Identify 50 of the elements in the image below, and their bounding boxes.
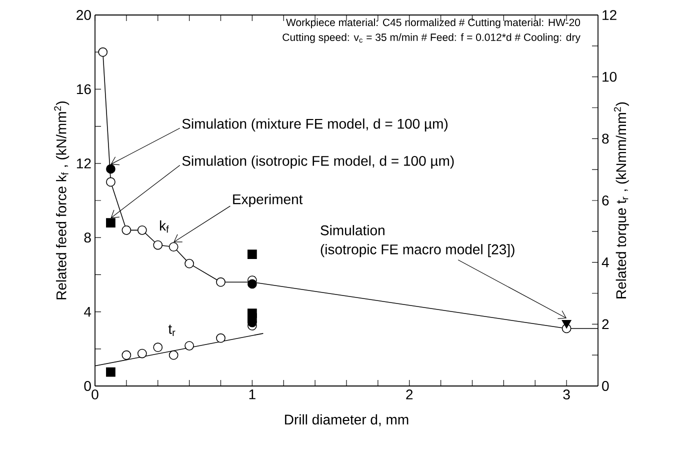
x-tick-label: 0 [92,390,98,400]
annotation: Cutting speed: v$_{c}$ = 35 m/min # Feed: f = 0.012*d # Cooling: dry [282,33,580,44]
point [168,350,178,360]
x-tick-label: 1 [249,390,256,400]
y2-tick-label: 0 [602,381,609,391]
point [216,277,226,287]
y-tick-label: 4 [84,306,92,317]
y2-tick-label: 8 [602,134,609,144]
y-tick-label: 16 [76,84,91,94]
x-tick-label: 2 [406,390,413,400]
point [248,279,257,289]
annotation: Experiment [233,194,303,208]
point [122,350,132,360]
point [137,348,147,358]
y2-tick-label: 12 [602,10,616,20]
y-tick-label: 12 [76,158,91,168]
point [106,164,116,174]
point [184,341,194,350]
annotation: t$_{r}$ [168,324,176,336]
y2-axis-title: Related torque t$_{r}$ , (kNmm/mm$^{2}$) [614,102,629,298]
point [184,258,194,268]
point [106,177,116,187]
point [153,342,163,352]
point [137,225,147,235]
point [153,240,163,250]
y-tick-label: 8 [84,232,91,243]
point [98,47,108,57]
point [168,242,178,252]
point [562,320,572,328]
y2-tick-label: 2 [602,319,609,330]
annotation: k$_{f}$ [160,220,169,233]
point [216,333,226,343]
x-tick-label: 3 [563,390,570,400]
y2-tick-label: 4 [602,258,609,268]
annotation: Simulation [320,225,384,236]
x-axis-title: Drill diameter d, mm [285,414,408,426]
y-tick-label: 20 [76,10,91,20]
point [106,218,116,228]
point [248,308,257,318]
y-axis-title: Related feed force k$_{f}$ , (kN/mm$^{2}$) [54,101,70,300]
point [248,250,257,259]
y-tick-label: 0 [84,381,91,391]
y2-tick-label: 6 [602,196,609,206]
point [122,225,132,235]
annotation: Simulation (mixture FE model, d = 100 µm) [182,118,448,132]
annotation: Workpiece material: C45 normalized # Cutting material: HW-20 [286,18,580,28]
annotation: Simulation (isotropic FE model, d = 100 µm) [182,156,454,169]
y2-tick-label: 10 [602,72,617,82]
annotation: (isotropic FE macro model [23]) [320,244,514,258]
point [106,367,116,377]
